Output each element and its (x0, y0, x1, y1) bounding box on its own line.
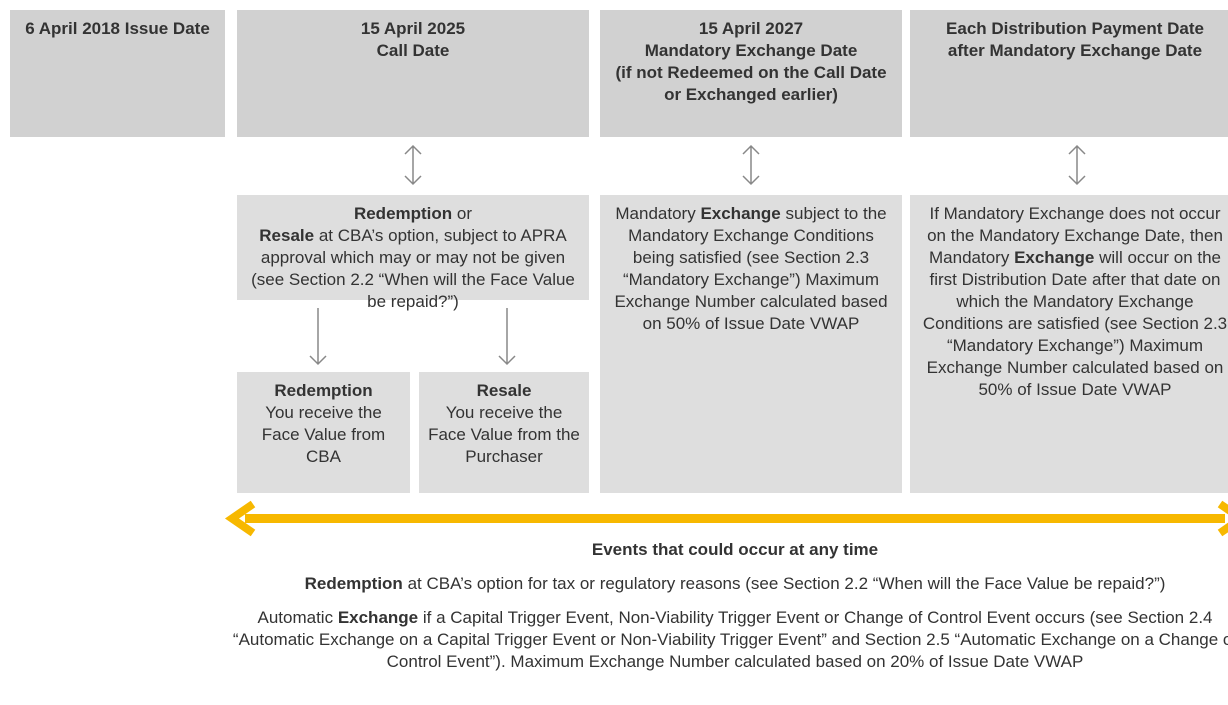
header-text: (if not Redeemed on the Call Date or Exc… (615, 63, 887, 104)
header-issue: 6 April 2018 Issue Date (10, 10, 225, 137)
bold-text: Redemption (304, 574, 403, 593)
bold-text: Redemption (274, 381, 373, 400)
bold-text: Exchange (700, 204, 781, 223)
header-call: 15 April 2025 Call Date (237, 10, 589, 137)
text: You receive the Face Value from CBA (261, 403, 386, 466)
double-arrow (742, 144, 760, 186)
header-text: Mandatory Exchange Date (644, 41, 858, 60)
text: if a Capital Trigger Event, Non-Viabilit… (232, 608, 1228, 671)
header-after: Each Distribution Payment Date after Man… (910, 10, 1228, 137)
text: If Mandatory Exchange does not occur on … (927, 204, 1223, 267)
mandatory-box: Mandatory Exchange subject to the Mandat… (600, 195, 902, 493)
header-mandatory: 15 April 2027 Mandatory Exchange Date (if … (600, 10, 902, 137)
bold-text: Resale (476, 381, 532, 400)
bold-text: Redemption (353, 204, 453, 223)
text: You receive the Face Value from the Purc… (428, 403, 580, 466)
down-arrow (498, 308, 516, 366)
text: or (456, 204, 473, 223)
header-text: 15 April 2025 (360, 19, 466, 38)
event-item: Redemption at CBA’s option for tax or re… (200, 573, 1228, 595)
events-title: Events that could occur at any time (591, 540, 879, 559)
outcome-box: Resale You receive the Face Value from th… (419, 372, 589, 493)
double-arrow (404, 144, 422, 186)
double-arrows (309, 144, 1086, 366)
header-text: Call Date (376, 41, 450, 60)
outcome-box: Redemption You receive the Face Value fro… (237, 372, 410, 493)
bold-text: Resale (259, 226, 315, 245)
bold-text: Exchange (1014, 248, 1095, 267)
text: will occur on the first Distribution Dat… (922, 248, 1228, 399)
down-arrow (309, 308, 327, 366)
arrow-head (1217, 500, 1228, 537)
timeline-bar (245, 514, 1225, 523)
text: at CBA’s option for tax or regulatory re… (407, 574, 1166, 593)
timeline-arrow (224, 500, 1228, 537)
header-text: 6 April 2018 Issue Date (25, 19, 210, 38)
arrow-head (224, 500, 256, 537)
bold-text: Exchange (337, 608, 419, 627)
header-text: 15 April 2027 (698, 19, 804, 38)
event-item: Automatic Exchange if a Capital Trigger … (230, 607, 1228, 673)
text: Automatic (257, 608, 334, 627)
header-text: Each Distribution Payment Date after Man… (946, 19, 1204, 60)
text: subject to the Mandatory Exchange Condit… (614, 204, 888, 333)
after-box: If Mandatory Exchange does not occur on … (910, 195, 1228, 493)
double-arrow (1068, 144, 1086, 186)
call-box: Redemption or Resale at CBA’s option, sub… (237, 195, 589, 311)
text: Mandatory (615, 204, 696, 223)
text: at CBA’s option, subject to APRA approva… (251, 226, 575, 311)
